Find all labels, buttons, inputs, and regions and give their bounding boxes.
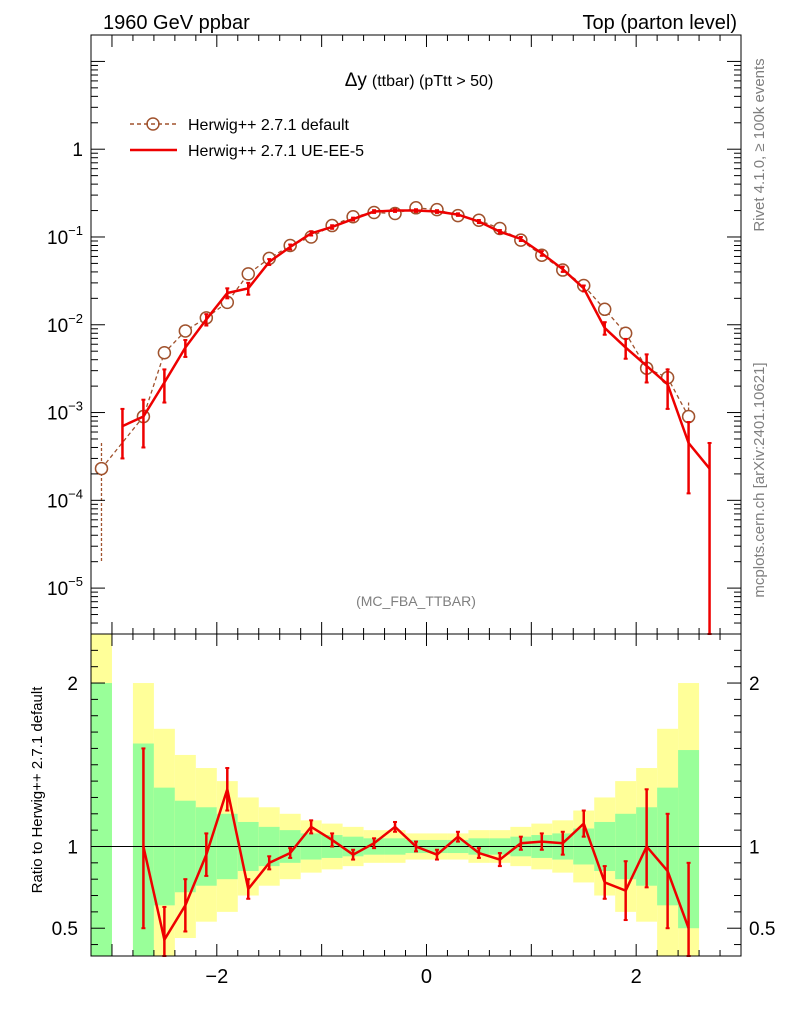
header-left: 1960 GeV ppbar	[103, 12, 250, 34]
y-tick-exponent: −1	[68, 223, 83, 238]
axis-ticks: 10−510−410−310−210−110.5 0.51 12 2−2 0 2	[47, 34, 775, 988]
series-default	[94, 201, 696, 562]
y-tick-label: 10−5	[47, 574, 83, 600]
title-rest: (ttbar) (pTtt > 50)	[372, 73, 493, 90]
plot-title: Δy (ttbar) (pTtt > 50)	[345, 70, 494, 91]
ratio-y-tick-label-right: 1	[749, 837, 760, 858]
data-point	[618, 326, 633, 341]
ratio-y-tick-label-left: 1	[67, 837, 78, 858]
x-tick-label: 0	[421, 966, 432, 988]
y-tick-exponent: −4	[68, 486, 83, 501]
y-tick-exponent: −2	[68, 311, 83, 326]
y-tick-base: 1	[72, 140, 83, 161]
data-point	[178, 324, 193, 338]
header-right: Top (parton level)	[582, 12, 737, 34]
y-tick-exponent: −5	[68, 574, 83, 589]
data-point	[241, 267, 256, 281]
axes-frames	[90, 34, 742, 957]
series-ue-ee-5	[120, 208, 712, 635]
data-point	[157, 345, 172, 360]
y-tick-label: 10−1	[47, 223, 83, 249]
data-point	[681, 409, 696, 424]
data-point	[94, 461, 109, 476]
series-line-ue	[121, 209, 711, 470]
ratio-series	[141, 747, 691, 957]
y-tick-label: 10−3	[47, 399, 83, 425]
title-symbol: Δy	[345, 70, 368, 91]
ratio-y-tick-label-left: 0.5	[52, 919, 78, 940]
rivet-label: Rivet 4.1.0, ≥ 100k events	[751, 58, 768, 231]
ratio-ylabel: Ratio to Herwig++ 2.7.1 default	[29, 686, 46, 894]
ratio-y-tick-label-right: 0.5	[749, 919, 775, 940]
series-line-default	[100, 207, 690, 469]
ratio-y-tick-label-left: 2	[67, 674, 78, 695]
y-tick-exponent: −3	[68, 399, 83, 414]
y-tick-label: 1	[72, 140, 83, 161]
legend-label-ue: Herwig++ 2.7.1 UE-EE-5	[188, 143, 364, 160]
ratio-uncertainty-bands	[91, 634, 700, 956]
source-label: mcplots.cern.ch [arXiv:2401.10621]	[751, 362, 768, 597]
legend-label-default: Herwig++ 2.7.1 default	[188, 117, 350, 134]
watermark: (MC_FBA_TTBAR)	[356, 593, 476, 609]
legend: Herwig++ 2.7.1 default Herwig++ 2.7.1 UE…	[130, 117, 364, 160]
band-inner	[91, 683, 112, 956]
legend-marker-default	[146, 117, 160, 131]
data-point	[597, 302, 612, 317]
y-tick-base: 10	[47, 404, 68, 425]
y-tick-label: 10−4	[47, 486, 83, 512]
y-tick-base: 10	[47, 579, 68, 600]
band-inner	[678, 750, 700, 929]
y-tick-base: 10	[47, 491, 68, 512]
y-tick-base: 10	[47, 316, 68, 337]
x-tick-label: 2	[631, 966, 642, 988]
y-tick-label: 10−2	[47, 311, 83, 337]
y-tick-base: 10	[47, 228, 68, 249]
ratio-frame	[90, 633, 742, 957]
ratio-y-tick-label-right: 2	[749, 674, 760, 695]
x-tick-label: −2	[205, 966, 228, 988]
